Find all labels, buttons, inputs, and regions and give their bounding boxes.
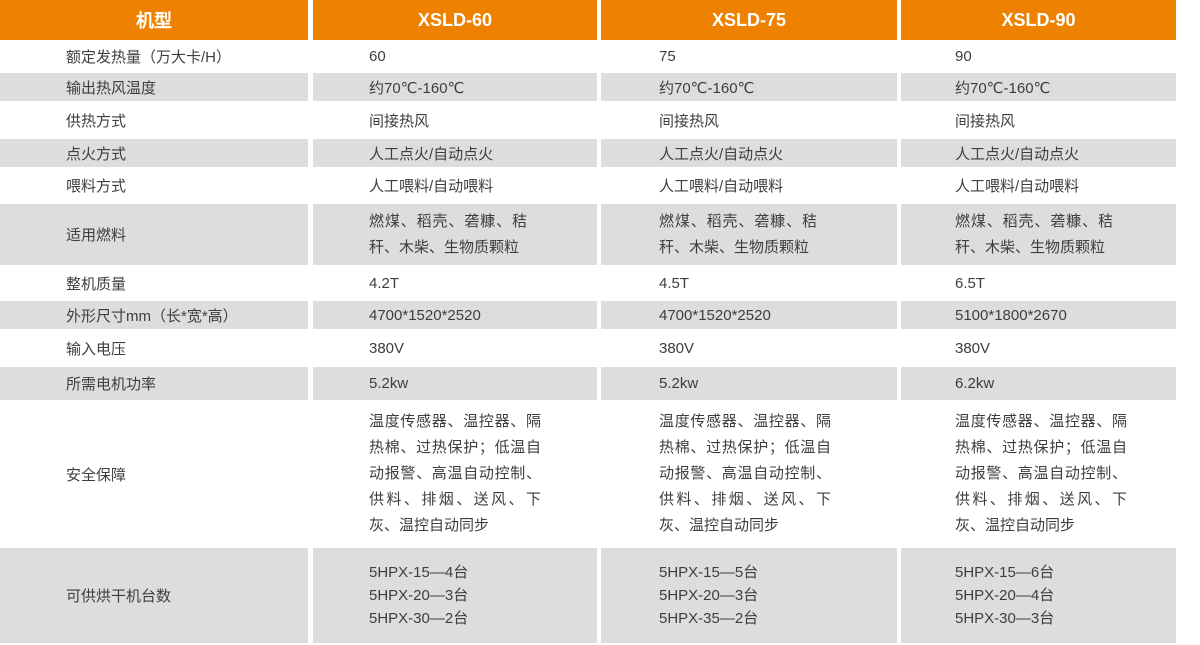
cell-value: 温度传感器、温控器、隔热棉、过热保护；低温自动报警、高温自动控制、供料、排烟、送…: [901, 400, 1176, 548]
cell-value: 人工喂料/自动喂料: [313, 167, 597, 204]
row-label: 点火方式: [0, 139, 308, 167]
cell-value: 4700*1520*2520: [313, 301, 597, 329]
cell-value: 90: [901, 40, 1176, 73]
header-model-xsld-90: XSLD-90: [901, 0, 1176, 40]
row-label: 喂料方式: [0, 167, 308, 204]
row-rated-heat-output: 额定发热量（万大卡/H） 60 75 90: [0, 40, 1176, 73]
cell-value: 5.2kw: [601, 367, 897, 400]
dryer-count-text: 5HPX-15—6台 5HPX-20—4台 5HPX-30—3台: [955, 564, 1055, 627]
cell-value: 燃煤、稻壳、砻糠、秸秆、木柴、生物质颗粒: [901, 204, 1176, 265]
row-applicable-fuel: 适用燃料 燃煤、稻壳、砻糠、秸秆、木柴、生物质颗粒 燃煤、稻壳、砻糠、秸秆、木柴…: [0, 204, 1176, 265]
safety-features-text: 温度传感器、温控器、隔热棉、过热保护；低温自动报警、高温自动控制、供料、排烟、送…: [369, 413, 541, 534]
cell-value: 380V: [901, 329, 1176, 367]
row-label: 可供烘干机台数: [0, 548, 308, 643]
cell-value: 6.2kw: [901, 367, 1176, 400]
cell-value: 380V: [601, 329, 897, 367]
cell-value: 5HPX-15—5台 5HPX-20—3台 5HPX-35—2台: [601, 548, 897, 643]
row-dimensions: 外形尺寸mm（长*宽*高） 4700*1520*2520 4700*1520*2…: [0, 301, 1176, 329]
cell-value: 5.2kw: [313, 367, 597, 400]
cell-value: 温度传感器、温控器、隔热棉、过热保护；低温自动报警、高温自动控制、供料、排烟、送…: [313, 400, 597, 548]
cell-value: 间接热风: [313, 101, 597, 139]
row-machine-weight: 整机质量 4.2T 4.5T 6.5T: [0, 265, 1176, 301]
cell-value: 60: [313, 40, 597, 73]
row-dryer-capacity: 可供烘干机台数 5HPX-15—4台 5HPX-20—3台 5HPX-30—2台…: [0, 548, 1176, 643]
cell-value: 380V: [313, 329, 597, 367]
fuel-list-text: 燃煤、稻壳、砻糠、秸秆、木柴、生物质颗粒: [955, 212, 1113, 256]
dryer-count-text: 5HPX-15—5台 5HPX-20—3台 5HPX-35—2台: [659, 564, 759, 627]
cell-value: 温度传感器、温控器、隔热棉、过热保护；低温自动报警、高温自动控制、供料、排烟、送…: [601, 400, 897, 548]
cell-value: 4.2T: [313, 265, 597, 301]
cell-value: 间接热风: [901, 101, 1176, 139]
cell-value: 约70℃-160℃: [313, 73, 597, 101]
table-header-row: 机型 XSLD-60 XSLD-75 XSLD-90: [0, 0, 1176, 40]
row-label: 供热方式: [0, 101, 308, 139]
cell-value: 6.5T: [901, 265, 1176, 301]
row-label: 额定发热量（万大卡/H）: [0, 40, 308, 73]
cell-value: 5HPX-15—6台 5HPX-20—4台 5HPX-30—3台: [901, 548, 1176, 643]
product-spec-table: 机型 XSLD-60 XSLD-75 XSLD-90 额定发热量（万大卡/H） …: [0, 0, 1176, 643]
row-label: 安全保障: [0, 400, 308, 548]
cell-value: 人工喂料/自动喂料: [901, 167, 1176, 204]
row-feeding-mode: 喂料方式 人工喂料/自动喂料 人工喂料/自动喂料 人工喂料/自动喂料: [0, 167, 1176, 204]
cell-value: 人工点火/自动点火: [313, 139, 597, 167]
row-label: 外形尺寸mm（长*宽*高）: [0, 301, 308, 329]
cell-value: 约70℃-160℃: [901, 73, 1176, 101]
cell-value: 5100*1800*2670: [901, 301, 1176, 329]
cell-value: 约70℃-160℃: [601, 73, 897, 101]
cell-value: 75: [601, 40, 897, 73]
row-label: 整机质量: [0, 265, 308, 301]
row-ignition-mode: 点火方式 人工点火/自动点火 人工点火/自动点火 人工点火/自动点火: [0, 139, 1176, 167]
header-model-xsld-60: XSLD-60: [313, 0, 597, 40]
cell-value: 燃煤、稻壳、砻糠、秸秆、木柴、生物质颗粒: [313, 204, 597, 265]
row-label: 适用燃料: [0, 204, 308, 265]
cell-value: 4700*1520*2520: [601, 301, 897, 329]
row-label: 所需电机功率: [0, 367, 308, 400]
dryer-count-text: 5HPX-15—4台 5HPX-20—3台 5HPX-30—2台: [369, 564, 469, 627]
row-heating-mode: 供热方式 间接热风 间接热风 间接热风: [0, 101, 1176, 139]
row-label: 输入电压: [0, 329, 308, 367]
row-safety-features: 安全保障 温度传感器、温控器、隔热棉、过热保护；低温自动报警、高温自动控制、供料…: [0, 400, 1176, 548]
cell-value: 人工点火/自动点火: [901, 139, 1176, 167]
fuel-list-text: 燃煤、稻壳、砻糠、秸秆、木柴、生物质颗粒: [659, 212, 817, 256]
header-model-xsld-75: XSLD-75: [601, 0, 897, 40]
cell-value: 5HPX-15—4台 5HPX-20—3台 5HPX-30—2台: [313, 548, 597, 643]
row-input-voltage: 输入电压 380V 380V 380V: [0, 329, 1176, 367]
cell-value: 4.5T: [601, 265, 897, 301]
row-hot-air-temperature: 输出热风温度 约70℃-160℃ 约70℃-160℃ 约70℃-160℃: [0, 73, 1176, 101]
header-model-label: 机型: [0, 0, 308, 40]
safety-features-text: 温度传感器、温控器、隔热棉、过热保护；低温自动报警、高温自动控制、供料、排烟、送…: [955, 413, 1127, 534]
cell-value: 人工喂料/自动喂料: [601, 167, 897, 204]
fuel-list-text: 燃煤、稻壳、砻糠、秸秆、木柴、生物质颗粒: [369, 212, 527, 256]
cell-value: 人工点火/自动点火: [601, 139, 897, 167]
row-label: 输出热风温度: [0, 73, 308, 101]
row-motor-power: 所需电机功率 5.2kw 5.2kw 6.2kw: [0, 367, 1176, 400]
cell-value: 间接热风: [601, 101, 897, 139]
safety-features-text: 温度传感器、温控器、隔热棉、过热保护；低温自动报警、高温自动控制、供料、排烟、送…: [659, 413, 831, 534]
cell-value: 燃煤、稻壳、砻糠、秸秆、木柴、生物质颗粒: [601, 204, 897, 265]
